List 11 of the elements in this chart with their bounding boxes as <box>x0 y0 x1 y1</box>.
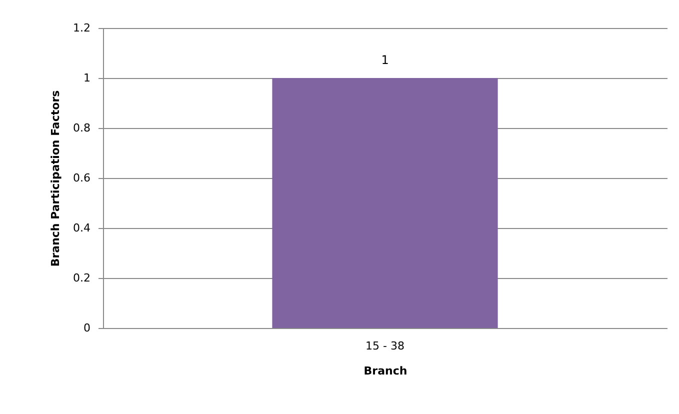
y-tick-label: 0.8 <box>73 122 90 134</box>
y-tick-label: 0.4 <box>73 222 90 234</box>
y-tick-label: 0.2 <box>73 272 90 284</box>
y-tick-label: 1 <box>84 72 90 84</box>
data-label: 1 <box>381 53 389 67</box>
y-tick-label: 0 <box>84 322 90 334</box>
y-tick-label: 0.6 <box>73 172 90 184</box>
y-axis-title: Branch Participation Factors <box>49 90 62 267</box>
x-tick-label: 15 - 38 <box>366 340 404 352</box>
x-axis-title: Branch <box>364 364 408 378</box>
y-tick-label: 1.2 <box>73 22 90 34</box>
